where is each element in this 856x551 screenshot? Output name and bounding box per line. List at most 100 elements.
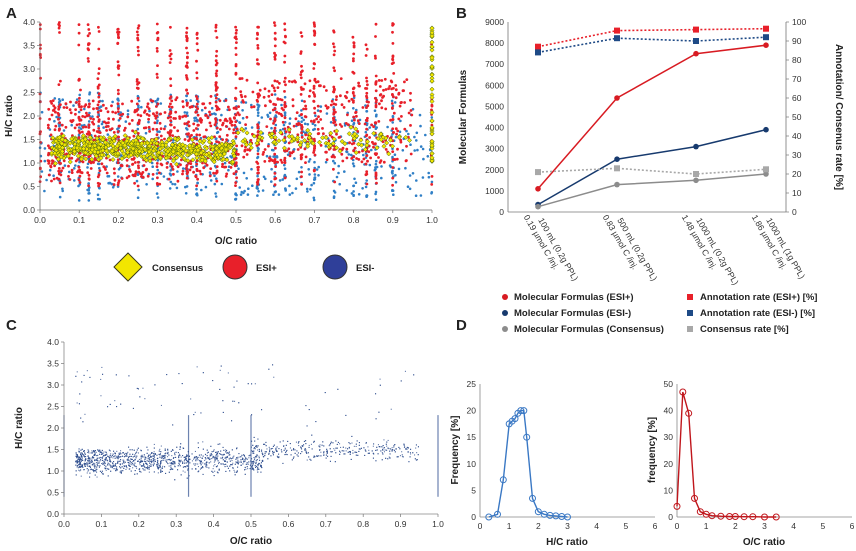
esi-plus-point [350,142,354,146]
esi-minus-point [86,166,89,169]
esi-plus-point [252,105,256,109]
esi-minus-point [257,190,260,193]
panel-c-point [388,456,390,458]
esi-plus-point [397,91,401,95]
panel-c-point [382,453,384,455]
esi-minus-point [171,182,174,186]
esi-plus-point [233,123,237,127]
consensus-point [198,150,204,156]
consensus-point [429,64,435,70]
panel-c-point [390,408,392,410]
esi-minus-point [156,159,160,162]
panel-c-point [140,457,142,459]
esi-plus-point [273,158,277,161]
esi-plus-point [235,176,239,180]
esi-minus-point [156,168,159,172]
panel-c-point [88,461,90,463]
panel-c-point [329,448,331,450]
panel-c-point [153,451,155,453]
esi-minus-point [200,108,204,112]
esi-minus-point [53,97,57,100]
esi-plus-point [391,118,395,121]
esi-plus-point [283,116,287,120]
consensus-point [58,154,64,160]
panel-c-point [98,461,100,463]
esi-plus-point [365,79,369,83]
esi-plus-point [112,167,116,171]
panel-c-point [258,455,260,457]
esi-plus-point [214,117,217,121]
consensus-point [67,140,73,146]
esi-plus-point [304,133,308,137]
esi-minus-point [189,99,192,102]
panel-c-point [174,463,176,465]
esi-plus-point [234,97,238,101]
esi-plus-point [102,103,105,107]
esi-plus-point [392,86,395,90]
panel-letter-c: C [6,317,17,334]
esi-plus-point [128,122,131,126]
esi-plus-point [39,141,42,144]
esi-plus-point [171,168,175,171]
panel-c-point [157,460,159,462]
esi-plus-point [368,136,371,139]
panel-a-xtick-6: 0.6 [269,215,281,225]
esi-plus-point [116,158,120,162]
panel-b-formula-point [763,126,769,133]
esi-plus-point [367,150,371,154]
esi-plus-point [313,24,316,28]
esi-plus-point [180,158,183,162]
esi-plus-point [332,85,336,89]
esi-plus-point [96,181,100,185]
consensus-point [149,137,155,143]
panel-c-point [112,463,114,465]
panel-c-point [253,448,255,450]
panel-c-point [91,460,93,462]
esi-plus-point [281,120,285,124]
esi-plus-point [333,69,336,73]
esi-plus-point [322,132,325,136]
consensus-point [110,157,116,163]
panel-c-point [212,468,214,470]
esi-plus-point [235,28,238,32]
esi-plus-point [378,161,382,164]
esi-plus-point [87,123,91,127]
consensus-point [342,141,348,147]
esi-plus-point [365,119,369,122]
panel-c-point [204,459,206,461]
consensus-point [197,138,203,144]
esi-minus-point [270,167,273,171]
panel-c-point [127,451,129,453]
panel-c-point [89,463,91,465]
esi-plus-point [155,47,159,50]
esi-plus-point [195,76,199,80]
panel-c-point [85,464,87,466]
esi-minus-point [58,124,61,128]
consensus-point [429,44,435,50]
esi-plus-point [378,102,381,106]
panel-c-point [382,449,384,451]
panel-c-point [391,447,393,449]
esi-plus-point [105,129,108,132]
esi-minus-point [162,175,166,178]
panel-c-point [352,449,354,451]
esi-plus-point [185,46,188,50]
esi-minus-point [394,180,398,184]
consensus-point [133,137,139,143]
esi-minus-point [426,155,430,158]
esi-plus-point [169,52,173,56]
esi-minus-point [53,119,56,123]
esi-minus-point [234,198,237,201]
esi-plus-point [113,171,116,175]
esi-plus-point [196,107,200,111]
esi-plus-point [384,88,388,91]
esi-plus-point [373,96,377,100]
panel-c-point [129,465,131,467]
panel-c-point [254,448,256,450]
panel-c-point [252,444,254,446]
panel-c-point [351,435,353,437]
esi-plus-point [273,51,276,55]
esi-plus-point [97,100,101,104]
panel-c-point [185,457,187,459]
panel-c-point [85,463,87,465]
